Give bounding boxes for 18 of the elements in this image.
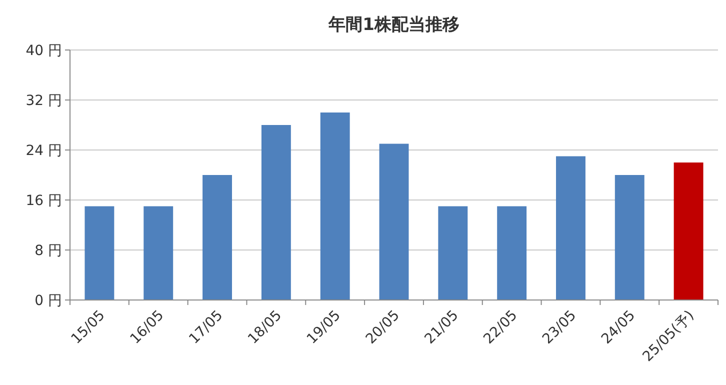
bar	[320, 112, 350, 300]
bar	[144, 206, 174, 300]
bar	[497, 206, 527, 300]
bar	[674, 162, 704, 300]
bar	[202, 175, 232, 300]
bar	[614, 175, 644, 300]
bar	[379, 144, 409, 300]
y-tick-label: 32 円	[26, 93, 62, 109]
bar	[438, 206, 468, 300]
y-tick-label: 40 円	[26, 43, 62, 59]
y-tick-label: 8 円	[34, 243, 62, 259]
y-tick-label: 16 円	[26, 193, 62, 209]
y-tick-label: 24 円	[26, 143, 62, 159]
bar	[84, 206, 114, 300]
y-tick-label: 0 円	[34, 293, 62, 309]
bar	[261, 125, 291, 300]
chart-title: 年間1株配当推移	[328, 15, 460, 35]
bar	[556, 156, 586, 300]
